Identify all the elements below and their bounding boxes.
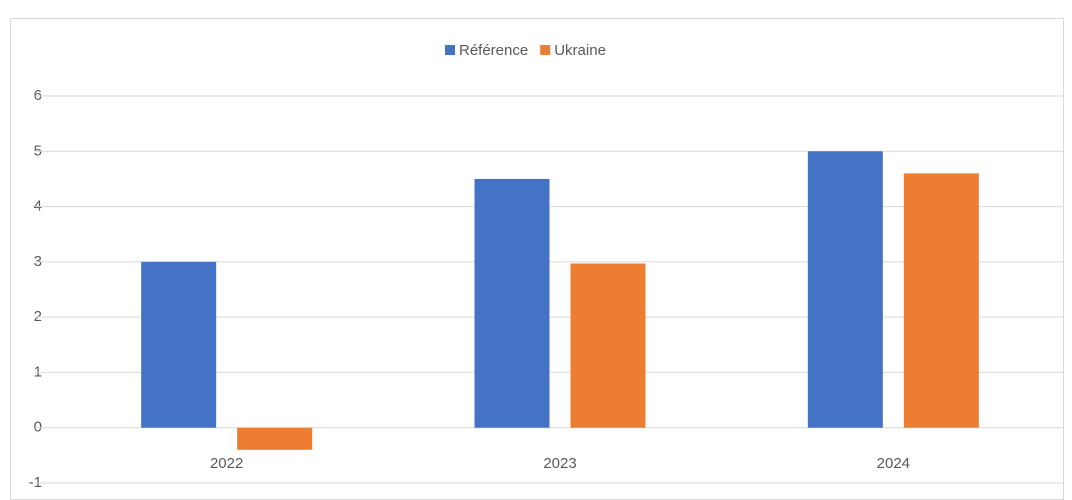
y-tick-label: -1 <box>29 474 42 491</box>
bar <box>474 178 550 428</box>
legend-swatch <box>445 45 455 55</box>
x-tick-label: 2024 <box>877 455 910 472</box>
y-tick-label: 6 <box>34 87 42 104</box>
y-tick-label: 0 <box>34 419 42 436</box>
x-tick-label: 2023 <box>543 455 576 472</box>
y-tick-label: 3 <box>34 253 42 270</box>
legend-swatch <box>540 45 551 55</box>
x-tick-label: 2022 <box>210 455 243 472</box>
bar <box>570 263 646 428</box>
bar <box>237 427 313 450</box>
y-tick-label: 1 <box>34 363 42 380</box>
bar <box>903 173 979 428</box>
bar <box>141 261 217 428</box>
legend-label: Ukraine <box>554 42 606 59</box>
y-tick-label: 2 <box>34 308 42 325</box>
legend-label: Référence <box>459 42 528 59</box>
y-tick-label: 5 <box>34 142 42 159</box>
y-tick-label: 4 <box>34 198 42 215</box>
bar <box>807 151 883 428</box>
